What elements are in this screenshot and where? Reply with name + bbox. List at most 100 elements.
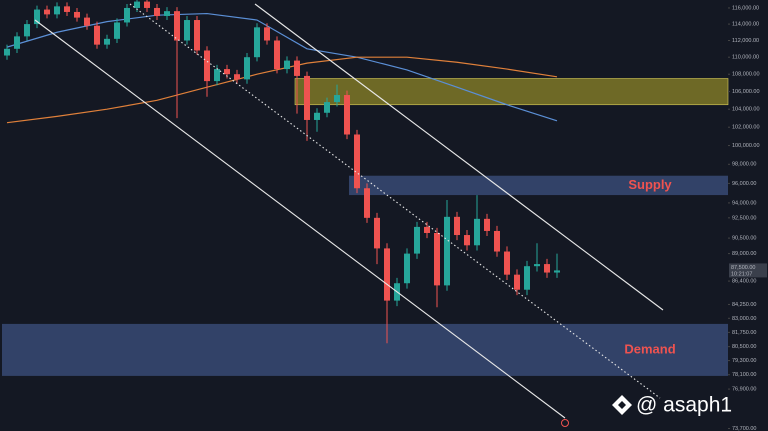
candle-body — [24, 24, 30, 37]
candle-body — [364, 188, 370, 218]
candle-body — [544, 264, 550, 273]
candle-body — [134, 1, 140, 8]
candle-body — [454, 216, 460, 236]
y-tick-label: 76,900.00 — [732, 387, 756, 393]
y-tick-label: 80,500.00 — [732, 344, 756, 350]
watermark: @ asaph1 — [612, 394, 732, 417]
candle-body — [64, 6, 70, 12]
y-tick-label: 108,000.00 — [732, 72, 760, 78]
candle-body — [434, 232, 440, 286]
candle-body — [384, 248, 390, 301]
candle-body — [114, 22, 120, 39]
candle-body — [554, 270, 560, 273]
candle-body — [334, 95, 340, 103]
candle-body — [94, 25, 100, 45]
candle-body — [204, 50, 210, 82]
candle-body — [404, 253, 410, 284]
zone — [294, 78, 729, 106]
marker — [561, 419, 569, 427]
plot — [2, 0, 729, 376]
candle-body — [174, 11, 180, 41]
y-tick-label: 116,000.00 — [732, 5, 759, 11]
candle-body — [424, 226, 430, 233]
y-tick-label: 84,250.00 — [732, 302, 756, 308]
y-tick-label: 112,000.00 — [732, 38, 759, 44]
candle-body — [304, 75, 310, 120]
candle-body — [314, 112, 320, 120]
candle-body — [144, 1, 150, 8]
candle-body — [214, 69, 220, 82]
zone — [2, 323, 728, 376]
candle-body — [514, 274, 520, 290]
y-tick-label: 89,000.00 — [732, 251, 756, 257]
channel-line — [34, 19, 566, 419]
logo — [612, 395, 632, 415]
candle-body — [164, 11, 170, 16]
candle-body — [54, 6, 60, 15]
candle-body — [4, 48, 10, 56]
y-tick-label: 102,000.00 — [732, 125, 760, 131]
zone-label: Demand — [624, 341, 675, 356]
candle-body — [324, 102, 330, 113]
y-tick-label: 86,400.00 — [732, 279, 756, 285]
zone — [349, 175, 728, 196]
price-tag: 87,500.00 — [731, 265, 755, 271]
channel — [34, 3, 664, 419]
candle-body — [124, 7, 130, 23]
candle-body — [374, 217, 380, 249]
y-tick-label: 73,700.00 — [732, 426, 756, 431]
y-tick-label: 83,000.00 — [732, 316, 756, 322]
price-tag-box — [729, 263, 767, 278]
candle-body — [294, 60, 300, 76]
candle-body — [194, 20, 200, 51]
candle-body — [84, 17, 90, 26]
watermark-text: @ asaph1 — [636, 394, 732, 417]
candle-body — [154, 7, 160, 16]
overlay: Supply Demand 116,000.00 114,000.00 112,000.… — [624, 5, 767, 431]
y-tick-label: 78,100.00 — [732, 372, 756, 378]
moving-average — [6, 56, 558, 124]
y-tick-label: 94,000.00 — [732, 200, 756, 206]
candle-body — [344, 95, 350, 135]
price-tag-timer: 10:21:07 — [731, 271, 752, 277]
candle-body — [74, 11, 80, 18]
y-tick-label: 81,750.00 — [732, 330, 756, 336]
candle-body — [184, 20, 190, 41]
candle-body — [494, 230, 500, 252]
candle-body — [274, 40, 280, 70]
candle-body — [244, 57, 250, 80]
y-tick-label: 98,000.00 — [732, 162, 756, 168]
candle-body — [534, 264, 540, 267]
y-tick-label: 114,000.00 — [732, 22, 759, 28]
channel-line — [254, 3, 664, 311]
candle-body — [254, 27, 260, 58]
candle-body — [264, 27, 270, 41]
candle-body — [504, 251, 510, 275]
y-tick-label: 96,000.00 — [732, 181, 756, 187]
candle-body — [284, 60, 290, 70]
y-tick-label: 90,500.00 — [732, 236, 756, 242]
moving-average — [6, 12, 558, 122]
candle-body — [14, 36, 20, 49]
y-tick-label: 79,300.00 — [732, 358, 756, 364]
y-tick-label: 100,000.00 — [732, 143, 760, 149]
candle-body — [104, 38, 110, 45]
y-tick-label: 92,500.00 — [732, 215, 756, 221]
y-tick-label: 110,000.00 — [732, 55, 759, 61]
y-tick-label: 106,000.00 — [732, 89, 760, 95]
zone-label: Supply — [628, 177, 672, 192]
candle-body — [464, 235, 470, 246]
candle-body — [484, 218, 490, 231]
candle-body — [444, 216, 450, 286]
candle-body — [354, 134, 360, 189]
candle-body — [524, 266, 530, 290]
candle-body — [474, 218, 480, 246]
candle-body — [414, 226, 420, 254]
candle-body — [234, 74, 240, 80]
candle-body — [224, 69, 230, 75]
candle-body — [34, 9, 40, 25]
y-tick-label: 104,000.00 — [732, 107, 760, 113]
candle-body — [44, 9, 50, 15]
